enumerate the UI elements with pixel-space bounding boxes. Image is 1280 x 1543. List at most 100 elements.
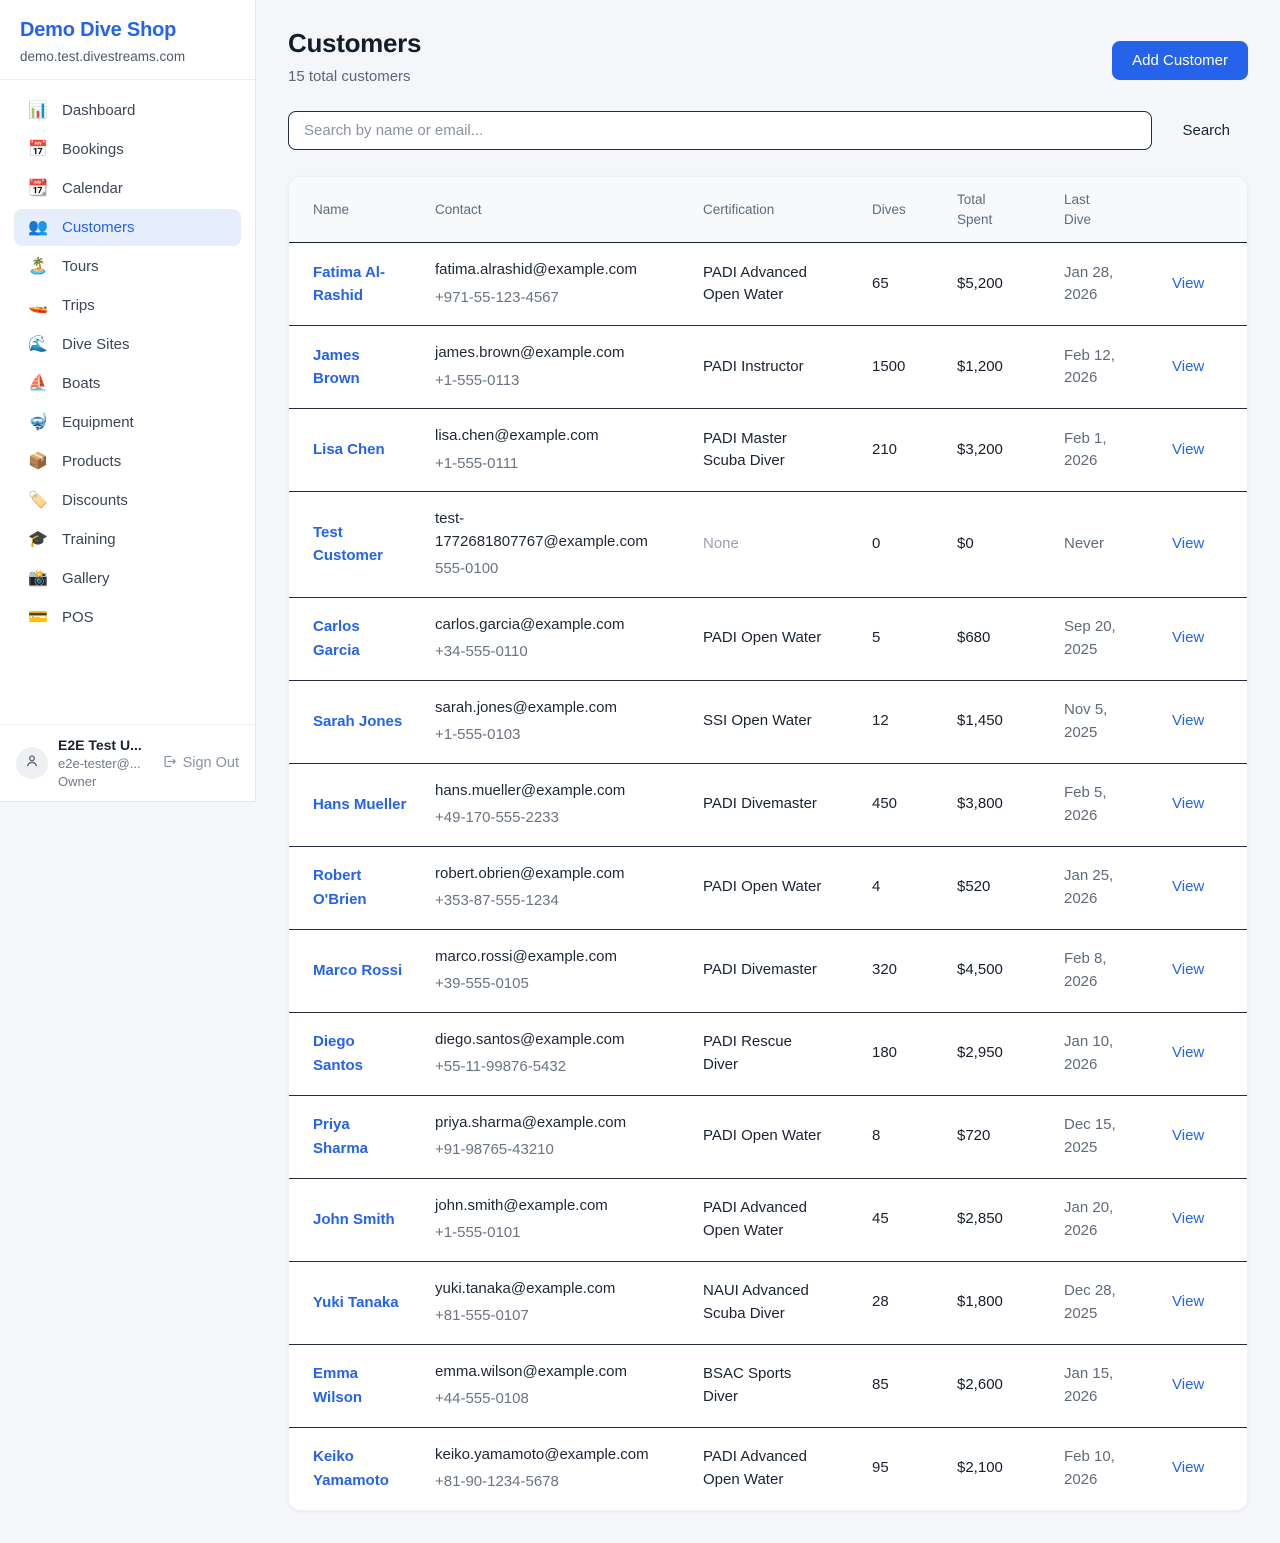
- view-link[interactable]: View: [1172, 274, 1205, 292]
- view-link[interactable]: View: [1172, 712, 1205, 730]
- last-dive-date: Feb 1, 2026: [1064, 429, 1107, 470]
- diving-mask-icon: 🤿: [28, 413, 48, 431]
- customer-name-link[interactable]: Hans Mueller: [313, 795, 407, 813]
- sidebar-item-products[interactable]: 📦 Products: [28, 452, 122, 470]
- sign-out-icon: [162, 754, 177, 773]
- sidebar-item-discounts[interactable]: 🏷️ Discounts: [28, 491, 128, 509]
- customer-email: emma.wilson@example.com: [435, 1362, 627, 1380]
- sidebar-item-equipment[interactable]: 🤿 Equipment: [28, 413, 134, 431]
- total-spent-value: $2,950: [957, 1044, 1003, 1062]
- last-dive-date: Dec 28, 2025: [1064, 1282, 1116, 1322]
- package-icon: 📦: [28, 452, 48, 470]
- certification-value: PADI Master Scuba Diver: [703, 429, 787, 470]
- customer-phone: +91-98765-43210: [435, 1141, 554, 1159]
- sidebar-item-training[interactable]: 🎓 Training: [28, 530, 116, 548]
- total-spent-value: $3,800: [957, 795, 1003, 813]
- search-button[interactable]: Search: [1178, 114, 1234, 147]
- column-header-certification: Certification: [703, 177, 872, 244]
- customer-name-link[interactable]: Test Customer: [313, 524, 384, 565]
- sign-out-button[interactable]: Sign Out: [162, 754, 239, 773]
- total-spent-value: $680: [957, 629, 991, 647]
- customer-name-link[interactable]: James Brown: [313, 346, 360, 387]
- sidebar-item-boats[interactable]: ⛵ Boats: [28, 374, 101, 392]
- island-icon: 🏝️: [28, 257, 48, 275]
- sidebar-item-gallery[interactable]: 📸 Gallery: [28, 569, 110, 587]
- dives-count: 450: [872, 795, 898, 813]
- customer-name-link[interactable]: Priya Sharma: [313, 1116, 369, 1157]
- sidebar-nav: 📊 Dashboard 📅 Bookings 📆 Calendar 👥 Cust…: [0, 80, 255, 724]
- bar-chart-icon: 📊: [28, 101, 48, 119]
- view-link[interactable]: View: [1172, 357, 1205, 375]
- speedboat-icon: 🚤: [28, 296, 48, 314]
- customer-name-link[interactable]: Lisa Chen: [313, 441, 385, 459]
- view-link[interactable]: View: [1172, 1127, 1205, 1145]
- search-row: Search: [288, 111, 1248, 150]
- sidebar: Demo Dive Shop demo.test.divestreams.com…: [0, 0, 256, 802]
- view-link[interactable]: View: [1172, 1293, 1205, 1311]
- table-row: Test Customer test-1772681807767@example…: [289, 491, 1247, 598]
- view-link[interactable]: View: [1172, 961, 1205, 979]
- view-link[interactable]: View: [1172, 1210, 1205, 1228]
- add-customer-button[interactable]: Add Customer: [1112, 41, 1248, 80]
- customer-email: robert.obrien@example.com: [435, 864, 625, 882]
- table-row: Marco Rossi marco.rossi@example.com +39-…: [289, 929, 1247, 1013]
- customer-name-link[interactable]: Robert O'Brien: [313, 867, 367, 908]
- total-spent-value: $1,200: [957, 357, 1003, 375]
- main-content: Customers 15 total customers Add Custome…: [256, 0, 1280, 1543]
- dives-count: 95: [872, 1459, 889, 1477]
- sidebar-item-dive-sites[interactable]: 🌊 Dive Sites: [28, 335, 130, 353]
- sidebar-item-dashboard[interactable]: 📊 Dashboard: [28, 101, 136, 119]
- customer-phone: +1-555-0103: [435, 726, 521, 744]
- customer-name-link[interactable]: Fatima Al-Rashid: [313, 263, 385, 304]
- dives-count: 28: [872, 1293, 889, 1311]
- customer-phone: +39-555-0105: [435, 975, 529, 993]
- sidebar-item-calendar[interactable]: 📆 Calendar: [28, 179, 123, 197]
- view-link[interactable]: View: [1172, 629, 1205, 647]
- table-row: Hans Mueller hans.mueller@example.com +4…: [289, 763, 1247, 847]
- dives-count: 12: [872, 712, 889, 730]
- dives-count: 1500: [872, 357, 906, 375]
- tag-icon: 🏷️: [28, 491, 48, 509]
- certification-value: PADI Divemaster: [703, 961, 817, 979]
- view-link[interactable]: View: [1172, 440, 1205, 458]
- customer-name-link[interactable]: Carlos Garcia: [313, 618, 360, 659]
- total-spent-value: $1,450: [957, 712, 1003, 730]
- user-email: e2e-tester@...: [58, 756, 141, 771]
- customer-name-link[interactable]: Diego Santos: [313, 1033, 364, 1074]
- user-section: E2E Test U... e2e-tester@... Owner Sign …: [0, 724, 255, 801]
- customer-phone: +353-87-555-1234: [435, 892, 559, 910]
- customer-phone: +81-555-0107: [435, 1307, 529, 1325]
- view-link[interactable]: View: [1172, 795, 1205, 813]
- dives-count: 320: [872, 961, 898, 979]
- last-dive-date: Nov 5, 2025: [1064, 701, 1108, 741]
- customer-email: james.brown@example.com: [435, 344, 625, 362]
- last-dive-date: Feb 12, 2026: [1064, 346, 1115, 387]
- view-link[interactable]: View: [1172, 1376, 1205, 1394]
- sidebar-item-bookings[interactable]: 📅 Bookings: [28, 140, 124, 158]
- customer-phone: +971-55-123-4567: [435, 288, 559, 306]
- customer-name-link[interactable]: Emma Wilson: [313, 1365, 363, 1406]
- certification-value: NAUI Advanced Scuba Diver: [703, 1282, 809, 1322]
- customer-name-link[interactable]: Yuki Tanaka: [313, 1293, 399, 1311]
- last-dive-date: Sep 20, 2025: [1064, 618, 1116, 658]
- customer-name-link[interactable]: Keiko Yamamoto: [313, 1448, 389, 1489]
- certification-value: PADI Instructor: [703, 357, 804, 375]
- view-link[interactable]: View: [1172, 535, 1205, 553]
- view-link[interactable]: View: [1172, 878, 1205, 896]
- sidebar-item-tours[interactable]: 🏝️ Tours: [28, 257, 99, 275]
- customer-email: yuki.tanaka@example.com: [435, 1279, 616, 1297]
- certification-value: PADI Advanced Open Water: [703, 1448, 807, 1488]
- customer-email: carlos.garcia@example.com: [435, 615, 625, 633]
- customer-name-link[interactable]: Sarah Jones: [313, 712, 403, 730]
- page-title: Customers: [288, 28, 422, 58]
- sidebar-item-customers[interactable]: 👥 Customers: [14, 209, 241, 246]
- view-link[interactable]: View: [1172, 1459, 1205, 1477]
- sidebar-item-trips[interactable]: 🚤 Trips: [28, 296, 95, 314]
- customer-name-link[interactable]: John Smith: [313, 1210, 395, 1228]
- customer-email: hans.mueller@example.com: [435, 781, 626, 799]
- view-link[interactable]: View: [1172, 1044, 1205, 1062]
- certification-value: PADI Open Water: [703, 878, 822, 896]
- sidebar-item-pos[interactable]: 💳 POS: [28, 608, 94, 626]
- search-input[interactable]: [288, 111, 1153, 150]
- customer-name-link[interactable]: Marco Rossi: [313, 961, 403, 979]
